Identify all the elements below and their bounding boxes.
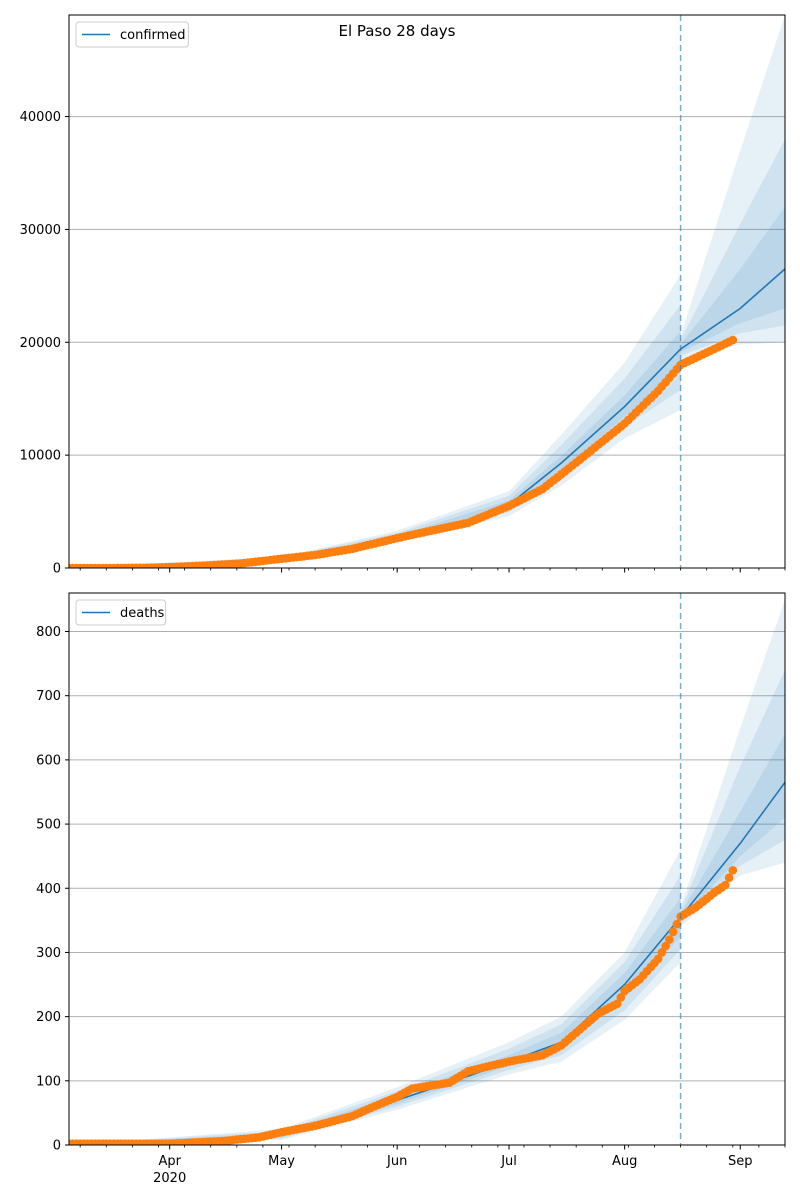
- uncertainty-band: [69, 206, 785, 568]
- plot-area: [69, 593, 785, 1145]
- legend-label: confirmed: [120, 28, 186, 43]
- y-tick-label: 200: [36, 1010, 61, 1025]
- observed-point: [653, 954, 663, 964]
- deaths-axes: 0 100 200 300 400 500 600 700 800 Apr 2020 May Jun Ju…: [36, 592, 786, 1186]
- confirmed-axes: 0 10000 20000 30000 40000 confirmed: [20, 14, 786, 577]
- legend: confirmed: [75, 21, 189, 48]
- observed-point: [661, 941, 670, 951]
- observed-points: [69, 866, 738, 1145]
- y-tick-label: 30000: [20, 223, 61, 238]
- x-tick-sublabel: 2020: [153, 1171, 186, 1186]
- observed-point: [665, 935, 674, 944]
- legend-box: [75, 599, 167, 626]
- legend: deaths: [75, 599, 167, 626]
- observed-point: [728, 866, 738, 875]
- y-tick-label: 500: [36, 818, 61, 833]
- y-tick-label: 700: [36, 689, 61, 704]
- legend-label: deaths: [120, 606, 165, 621]
- observed-point: [728, 335, 738, 345]
- observed-point: [721, 880, 730, 890]
- y-tick-label: 300: [36, 946, 61, 961]
- x-tick-label: Aug: [612, 1154, 637, 1169]
- legend-box: [75, 21, 189, 48]
- y-tick-label: 600: [36, 753, 61, 768]
- observed-point: [616, 993, 626, 1002]
- x-tick-label: Jul: [500, 1154, 517, 1169]
- y-tick-label: 20000: [20, 336, 61, 351]
- x-tick-label: Apr: [158, 1154, 181, 1169]
- observed-point: [668, 927, 678, 937]
- x-tick-label: May: [268, 1154, 295, 1169]
- uncertainty-band: [69, 599, 785, 1145]
- observed-points: [69, 335, 738, 568]
- observed-point: [672, 919, 682, 929]
- plot-area: [69, 15, 785, 568]
- y-tick-label: 100: [36, 1074, 61, 1089]
- y-tick-label: 0: [53, 1139, 61, 1154]
- y-tick-label: 40000: [20, 110, 61, 125]
- axes-frame: [68, 14, 786, 569]
- x-tick-label: Sep: [728, 1154, 753, 1169]
- axes-frame: [68, 592, 786, 1146]
- y-tick-label: 800: [36, 625, 61, 640]
- observed-point: [612, 999, 622, 1009]
- y-tick-label: 10000: [20, 449, 61, 464]
- observed-point: [724, 873, 734, 882]
- uncertainty-band: [69, 15, 785, 568]
- x-tick-label: Jun: [386, 1154, 407, 1169]
- y-tick-label: 400: [36, 882, 61, 897]
- observed-point: [657, 948, 667, 957]
- figure-title: El Paso 28 days: [339, 22, 456, 40]
- y-tick-label: 0: [53, 562, 61, 577]
